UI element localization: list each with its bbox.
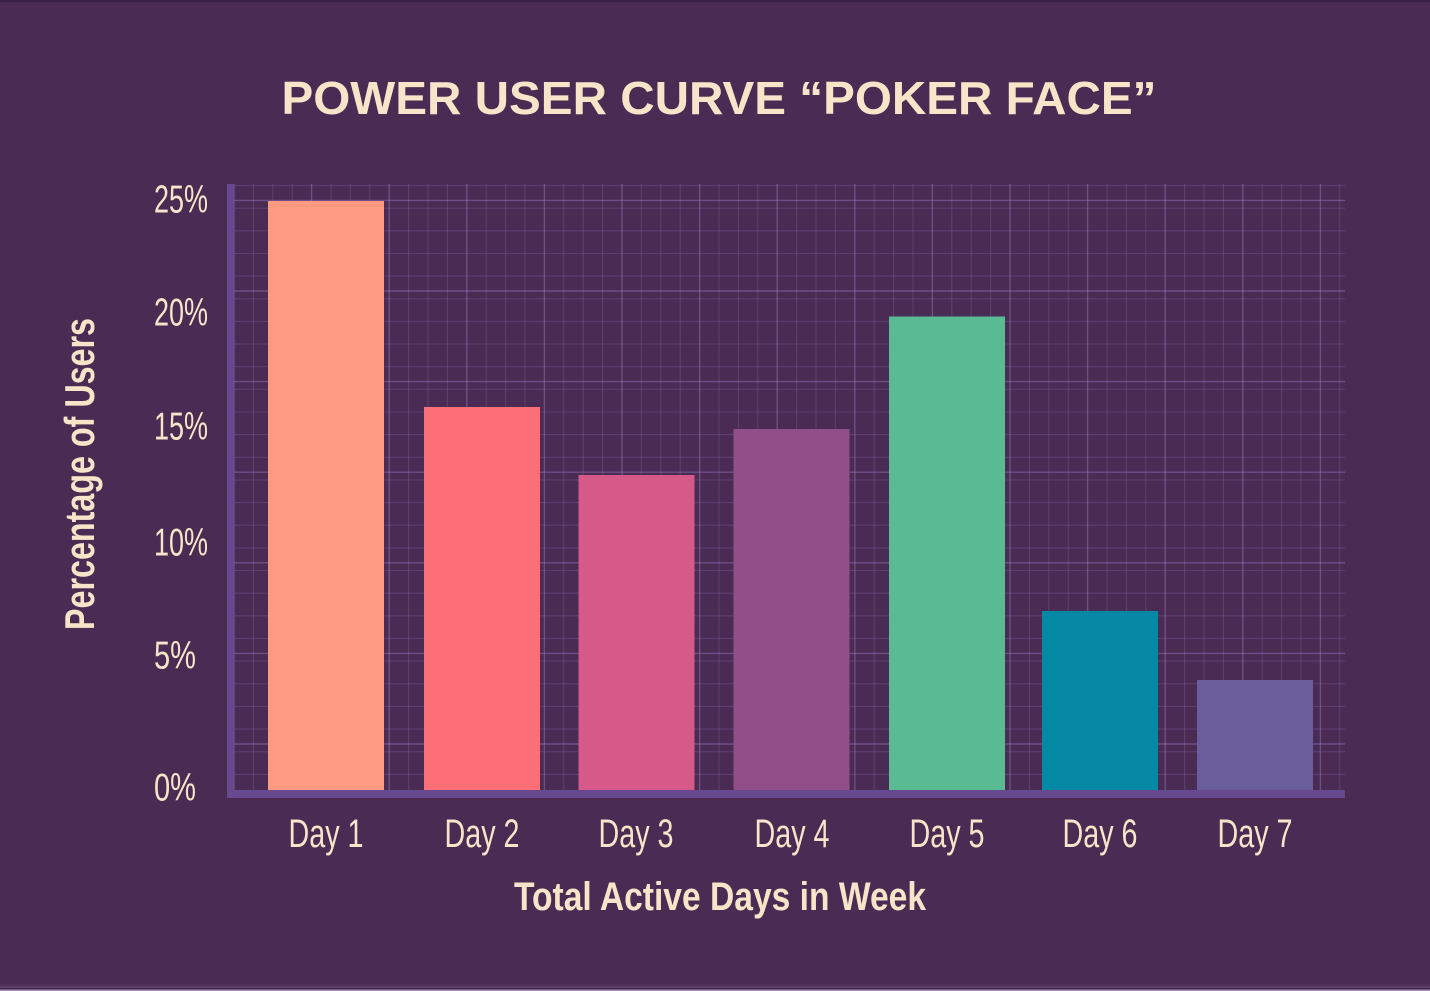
- svg-text:Day 6: Day 6: [1063, 812, 1138, 856]
- svg-text:Day 7: Day 7: [1218, 812, 1293, 856]
- svg-text:POWER USER CURVE “POKER FACE”: POWER USER CURVE “POKER FACE”: [282, 72, 1157, 124]
- svg-text:15%: 15%: [154, 406, 208, 449]
- svg-text:10%: 10%: [154, 522, 208, 565]
- svg-text:Day 1: Day 1: [289, 812, 364, 856]
- svg-text:Percentage of Users: Percentage of Users: [56, 318, 103, 630]
- svg-text:Day 3: Day 3: [599, 812, 674, 856]
- svg-text:20%: 20%: [154, 292, 208, 335]
- svg-text:0%: 0%: [154, 767, 196, 810]
- svg-text:Day 2: Day 2: [445, 812, 520, 856]
- svg-text:25%: 25%: [154, 179, 208, 222]
- svg-text:Day 5: Day 5: [910, 812, 985, 856]
- svg-text:Day 4: Day 4: [755, 812, 830, 856]
- svg-text:5%: 5%: [154, 635, 196, 678]
- svg-text:Total Active Days in Week: Total Active Days in Week: [514, 875, 927, 919]
